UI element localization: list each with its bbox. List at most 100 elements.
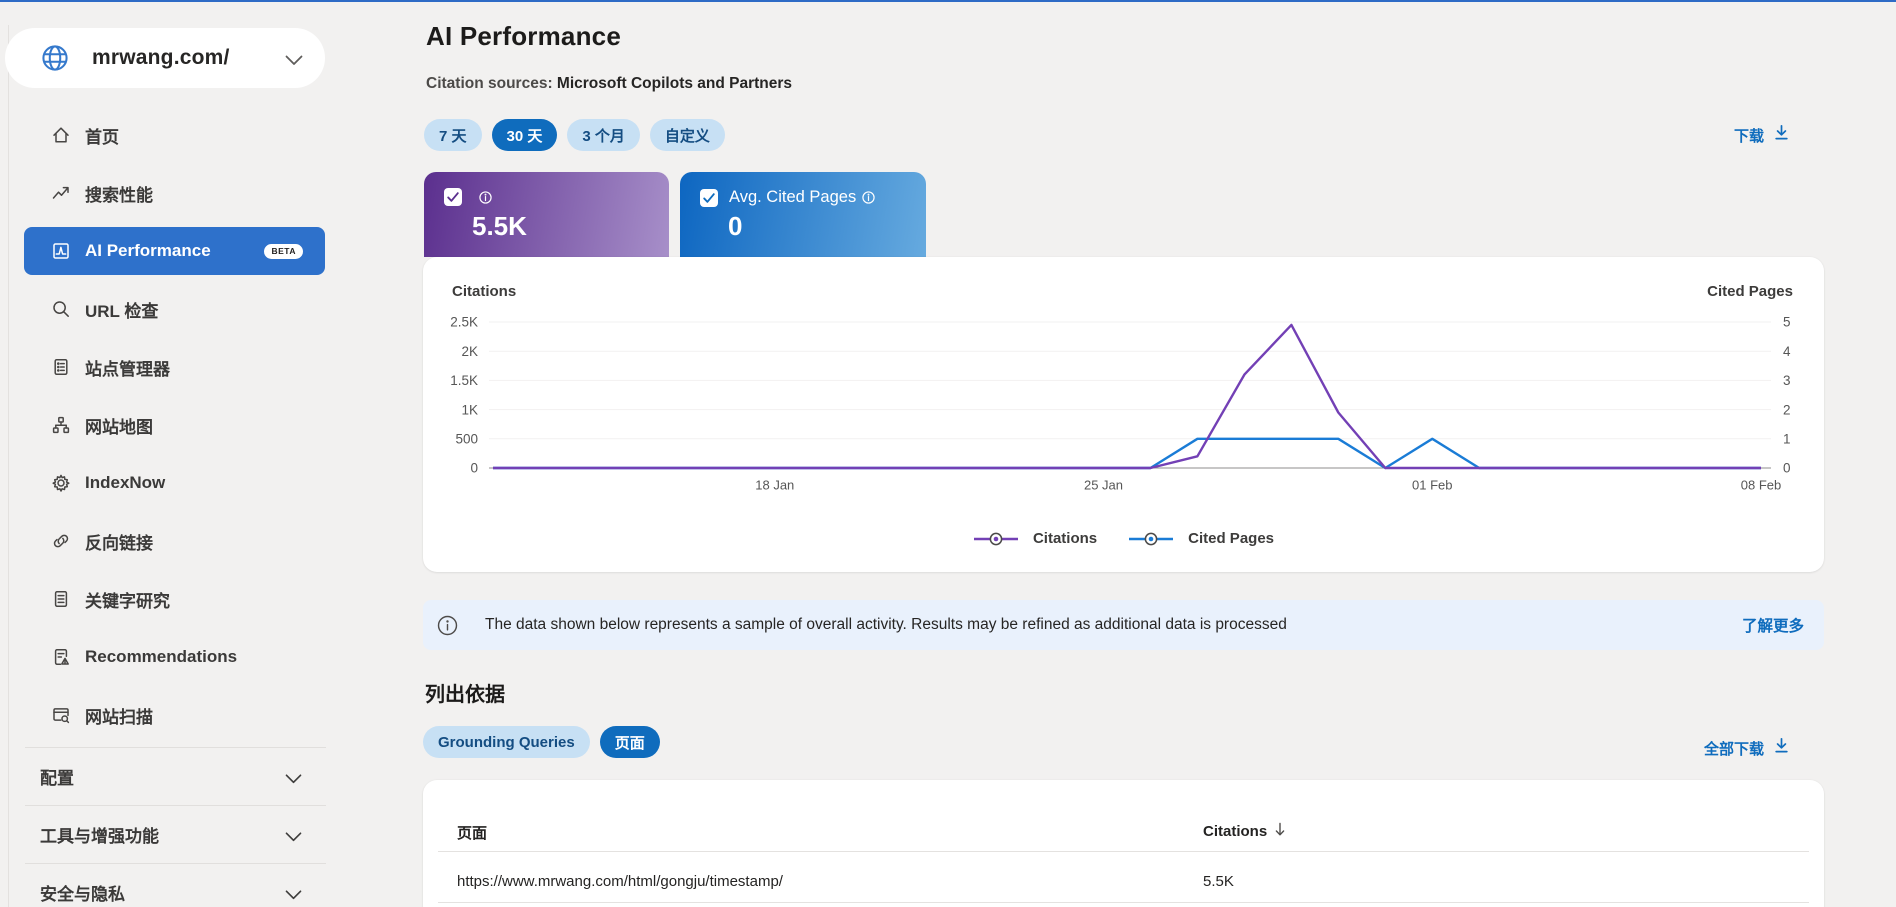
sidebar-group-label: 工具与增强功能 xyxy=(40,826,159,846)
right-axis-tick-label: 1 xyxy=(1783,432,1791,447)
sidebar-group-0[interactable]: 配置 xyxy=(24,752,326,800)
download-icon xyxy=(1773,124,1790,146)
x-axis-tick-label: 01 Feb xyxy=(1412,478,1452,493)
sidebar-item-label: Recommendations xyxy=(85,647,238,666)
x-axis-tick-label: 18 Jan xyxy=(755,478,794,493)
sidebar-item-label: 关键字研究 xyxy=(85,591,170,611)
right-axis-tick-label: 4 xyxy=(1783,344,1791,359)
sidebar-item-label: URL 检查 xyxy=(85,301,159,321)
left-axis-tick-label: 2.5K xyxy=(450,315,478,330)
legend-marker-icon xyxy=(1129,532,1174,545)
page-title: AI Performance xyxy=(426,21,621,51)
download-all-button[interactable]: 全部下载 xyxy=(1704,737,1790,759)
left-axis-tick-label: 1.5K xyxy=(450,373,478,388)
x-axis-tick-label: 25 Jan xyxy=(1084,478,1123,493)
sidebar-item-label: 站点管理器 xyxy=(85,359,170,379)
sidebar-item-label: IndexNow xyxy=(85,473,166,492)
page-url-cell: https://www.mrwang.com/html/gongju/times… xyxy=(457,873,783,890)
info-icon[interactable] xyxy=(862,191,875,204)
download-all-label: 全部下载 xyxy=(1703,740,1764,758)
table-row[interactable]: https://www.mrwang.com/html/gongju/times… xyxy=(423,855,1824,906)
scan-icon xyxy=(51,705,71,725)
main-content: AI Performance Citation sources: Microso… xyxy=(423,2,1896,907)
right-axis-tick-label: 2 xyxy=(1783,402,1791,417)
column-header-page-label: 页面 xyxy=(457,825,488,842)
sidebar-item-ai-performance[interactable]: AI Performance BETA xyxy=(24,227,325,275)
chart-panel: 0 0 500 1 1K 2 1.5K 3 2K 4 2.5K 5 18 Jan 25 Jan 01 Feb… xyxy=(423,257,1824,572)
sidebar-item-trend[interactable]: 搜索性能 xyxy=(24,169,325,217)
sidebar-item-link[interactable]: 反向链接 xyxy=(24,517,325,565)
citations-checkbox[interactable] xyxy=(444,188,462,206)
sidebar-divider xyxy=(25,863,326,864)
left-axis-tick-label: 0 xyxy=(470,461,478,476)
sidebar-divider xyxy=(25,805,326,806)
cited-pages-checkbox[interactable] xyxy=(700,188,718,207)
cited-pages-metric-card[interactable]: Avg. Cited Pages 0 xyxy=(680,172,926,257)
gear-icon xyxy=(51,473,71,493)
sidebar-group-1[interactable]: 工具与增强功能 xyxy=(24,810,326,858)
doc-lines-icon xyxy=(51,589,71,609)
left-axis-tick-label: 2K xyxy=(461,344,478,359)
sidebar-item-scan[interactable]: 网站扫描 xyxy=(24,691,325,739)
legend-item-cited-pages[interactable]: Cited Pages xyxy=(1128,530,1274,547)
right-axis-title: Cited Pages xyxy=(1707,283,1793,300)
sidebar-item-label: AI Performance xyxy=(85,241,211,260)
sidebar-item-gear[interactable]: IndexNow xyxy=(24,459,325,507)
sidebar-divider xyxy=(25,747,326,748)
left-axis-tick-label: 1K xyxy=(461,402,478,417)
sidebar-item-label: 网站地图 xyxy=(85,417,153,437)
sidebar-item-site-manager[interactable]: 站点管理器 xyxy=(24,343,325,391)
sidebar-item-doc-lines[interactable]: 关键字研究 xyxy=(24,575,325,623)
sidebar-rail-divider xyxy=(8,25,9,907)
download-button[interactable]: 下载 xyxy=(1734,124,1790,146)
citation-sources: Citation sources: Microsoft Copilots and… xyxy=(426,75,792,93)
cited-pages-card-value: 0 xyxy=(728,211,743,241)
left-axis-title: Citations xyxy=(452,283,517,300)
link-icon xyxy=(51,531,71,551)
right-axis-tick-label: 3 xyxy=(1783,373,1791,388)
filter-30-天[interactable]: 30 天 xyxy=(491,119,558,151)
table-divider xyxy=(438,902,1809,903)
trend-icon xyxy=(51,183,71,203)
sidebar-item-sitemap[interactable]: 网站地图 xyxy=(24,401,325,449)
site-domain: mrwang.com/ xyxy=(92,46,230,69)
chevron-down-icon xyxy=(285,771,302,789)
home-icon xyxy=(51,125,71,145)
sidebar-group-label: 配置 xyxy=(40,768,74,788)
column-header-page[interactable]: 页面 xyxy=(457,822,487,843)
info-icon[interactable] xyxy=(479,190,492,204)
info-banner: The data shown below represents a sample… xyxy=(423,600,1824,650)
tab-grounding-queries[interactable]: Grounding Queries xyxy=(423,726,590,758)
list-section-title: 列出依据 xyxy=(425,684,505,706)
citations-cell: 5.5K xyxy=(1203,873,1234,890)
citations-metric-card[interactable]: 5.5K xyxy=(424,172,669,257)
sidebar-item-search[interactable]: URL 检查 xyxy=(24,285,325,333)
sidebar-item-doc-alert[interactable]: Recommendations xyxy=(24,633,325,681)
sidebar-item-label: 首页 xyxy=(85,127,119,147)
filter-自定义[interactable]: 自定义 xyxy=(649,119,725,151)
sidebar-item-label: 搜索性能 xyxy=(85,185,153,205)
sidebar-item-label: 反向链接 xyxy=(85,533,153,553)
sidebar-group-2[interactable]: 安全与隐私 xyxy=(24,868,326,907)
cited-pages-card-label: Avg. Cited Pages xyxy=(729,188,857,206)
filter-7-天[interactable]: 7 天 xyxy=(424,119,482,151)
series-line-citations xyxy=(493,323,1761,470)
legend-label: Citations xyxy=(1032,530,1098,547)
column-header-citations[interactable]: Citations xyxy=(1203,822,1286,841)
download-icon xyxy=(1773,737,1790,759)
learn-more-link[interactable]: 了解更多 xyxy=(1741,618,1804,635)
sidebar-group-label: 安全与隐私 xyxy=(40,884,125,904)
chart-legend: Citations Cited Pages xyxy=(423,530,1824,547)
chevron-down-icon xyxy=(285,829,302,847)
legend-item-citations[interactable]: Citations xyxy=(973,530,1097,547)
series-line-cited-pages xyxy=(493,437,1761,470)
download-label: 下载 xyxy=(1733,127,1764,145)
line-chart-svg: 0 0 500 1 1K 2 1.5K 3 2K 4 2.5K 5 18 Jan 25 Jan 01 Feb… xyxy=(450,315,1791,493)
globe-icon xyxy=(41,44,69,72)
doc-alert-icon xyxy=(51,647,71,667)
sidebar-item-home[interactable]: 首页 xyxy=(24,111,325,159)
tab-页面[interactable]: 页面 xyxy=(599,726,660,758)
filter-3-个月[interactable]: 3 个月 xyxy=(567,119,640,151)
site-selector[interactable]: mrwang.com/ xyxy=(5,28,325,88)
sidebar: mrwang.com/ 首页搜索性能 AI Performance BETA URL … xyxy=(0,2,340,907)
